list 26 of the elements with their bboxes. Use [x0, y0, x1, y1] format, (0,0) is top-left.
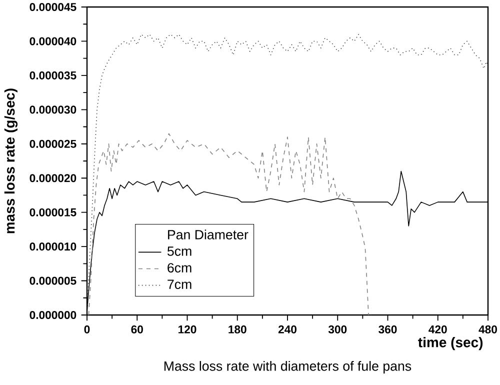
y-tick-label: 0.000015	[30, 208, 76, 216]
y-tick-label: 0.000035	[30, 71, 76, 80]
y-tick-label: 0.000005	[30, 276, 76, 285]
y-tick-label: 0.000010	[30, 242, 76, 251]
y-tick-label: 0.000020	[30, 174, 76, 182]
legend-title: Pan Diameter	[168, 230, 248, 240]
y-tick-label: 0.000000	[30, 310, 76, 319]
x-tick-label: 60	[131, 325, 143, 334]
x-tick-label: 420	[428, 325, 447, 334]
x-tick-label: 480	[478, 325, 497, 334]
x-tick-label: 180	[228, 325, 246, 334]
legend-label: 6cm	[168, 263, 192, 273]
y-tick-label: 0.000040	[30, 37, 76, 46]
y-axis-title: mass loss rate (g/sec)	[4, 88, 18, 234]
y-tick-label: 0.000030	[30, 106, 76, 114]
x-tick-label: 300	[328, 325, 347, 334]
y-tick-label: 0.000045	[30, 3, 76, 12]
legend-label: 7cm	[168, 280, 192, 290]
x-axis-title: time (sec)	[418, 337, 483, 350]
x-tick-label: 0	[84, 325, 90, 334]
x-tick-label: 120	[178, 325, 196, 334]
legend-label: 5cm	[167, 246, 192, 256]
text: Mass loss rate with diameters of fule pans	[164, 361, 412, 374]
x-tick-label: 240	[278, 325, 296, 334]
y-tick-label: 0.000025	[30, 140, 76, 148]
x-tick-label: 360	[378, 325, 397, 334]
